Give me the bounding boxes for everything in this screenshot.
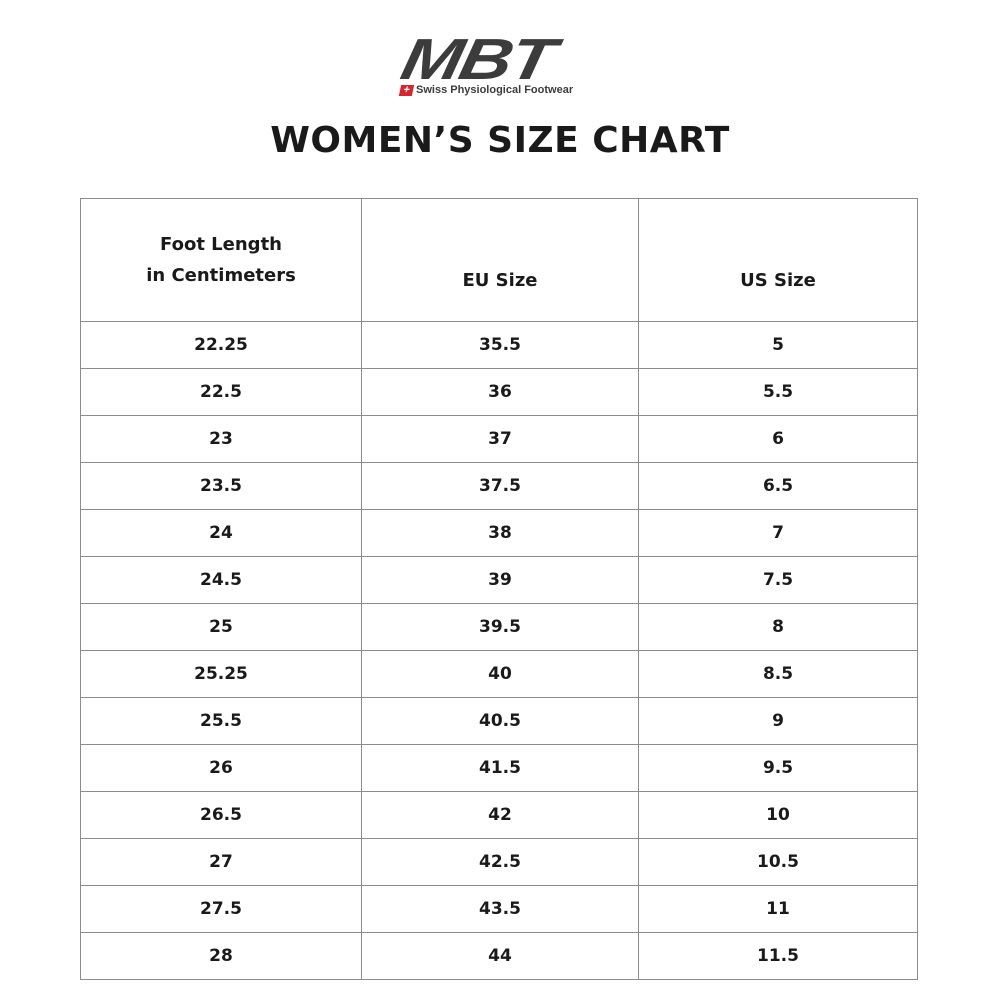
cell-eu-size: 35.5 <box>361 321 639 369</box>
page-title: WOMEN’S SIZE CHART <box>270 120 730 161</box>
cell-eu-size: 42 <box>361 791 639 839</box>
cell-foot-length: 25 <box>80 603 362 651</box>
cell-us-size: 7 <box>638 509 918 557</box>
table-row: 27.5 43.5 11 <box>80 885 918 933</box>
logo-wordmark: MBT <box>395 27 560 92</box>
cell-eu-size: 37.5 <box>361 462 639 510</box>
cell-us-size: 8.5 <box>638 650 918 698</box>
cell-foot-length: 23.5 <box>80 462 362 510</box>
cell-foot-length: 22.5 <box>80 368 362 416</box>
cell-eu-size: 36 <box>361 368 639 416</box>
cell-eu-size: 43.5 <box>361 885 639 933</box>
cell-foot-length: 25.25 <box>80 650 362 698</box>
cell-eu-size: 40 <box>361 650 639 698</box>
table-row: 26.5 42 10 <box>80 791 918 839</box>
table-row: 22.25 35.5 5 <box>80 321 918 369</box>
cell-foot-length: 24.5 <box>80 556 362 604</box>
cell-us-size: 7.5 <box>638 556 918 604</box>
cell-us-size: 6 <box>638 415 918 463</box>
cell-us-size: 11 <box>638 885 918 933</box>
table-row: 25.5 40.5 9 <box>80 697 918 745</box>
cell-eu-size: 39.5 <box>361 603 639 651</box>
header-eu-size: EU Size <box>361 198 639 322</box>
cell-eu-size: 37 <box>361 415 639 463</box>
size-table: Foot Length in Centimeters EU Size US Si… <box>80 198 918 980</box>
table-row: 24.5 39 7.5 <box>80 556 918 604</box>
header-row: Foot Length in Centimeters EU Size US Si… <box>80 198 918 322</box>
cell-eu-size: 42.5 <box>361 838 639 886</box>
header-foot-length: Foot Length in Centimeters <box>80 198 362 322</box>
cell-eu-size: 38 <box>361 509 639 557</box>
header-foot-length-line1: Foot Length <box>160 234 282 255</box>
cell-foot-length: 27.5 <box>80 885 362 933</box>
cell-foot-length: 23 <box>80 415 362 463</box>
cell-us-size: 9 <box>638 697 918 745</box>
table-row: 26 41.5 9.5 <box>80 744 918 792</box>
cell-us-size: 11.5 <box>638 932 918 980</box>
table-row: 22.5 36 5.5 <box>80 368 918 416</box>
cell-us-size: 10 <box>638 791 918 839</box>
cell-eu-size: 39 <box>361 556 639 604</box>
cell-us-size: 6.5 <box>638 462 918 510</box>
cell-us-size: 8 <box>638 603 918 651</box>
header-foot-length-line2: in Centimeters <box>146 265 296 286</box>
cell-eu-size: 41.5 <box>361 744 639 792</box>
table-row: 25 39.5 8 <box>80 603 918 651</box>
cell-eu-size: 40.5 <box>361 697 639 745</box>
cell-foot-length: 26.5 <box>80 791 362 839</box>
header-us-size: US Size <box>638 198 918 322</box>
tagline-text: Swiss Physiological Footwear <box>416 84 574 96</box>
cell-us-size: 9.5 <box>638 744 918 792</box>
cell-us-size: 5 <box>638 321 918 369</box>
logo-tagline: + Swiss Physiological Footwear <box>398 84 574 96</box>
cell-foot-length: 22.25 <box>80 321 362 369</box>
table-row: 25.25 40 8.5 <box>80 650 918 698</box>
cell-foot-length: 26 <box>80 744 362 792</box>
cell-foot-length: 28 <box>80 932 362 980</box>
cell-foot-length: 27 <box>80 838 362 886</box>
cell-eu-size: 44 <box>361 932 639 980</box>
cell-us-size: 5.5 <box>638 368 918 416</box>
cell-foot-length: 25.5 <box>80 697 362 745</box>
table-row: 23 37 6 <box>80 415 918 463</box>
table-row: 24 38 7 <box>80 509 918 557</box>
table-row: 28 44 11.5 <box>80 932 918 980</box>
table-row: 23.5 37.5 6.5 <box>80 462 918 510</box>
cell-us-size: 10.5 <box>638 838 918 886</box>
table-row: 27 42.5 10.5 <box>80 838 918 886</box>
cell-foot-length: 24 <box>80 509 362 557</box>
mbt-logo: MBT + Swiss Physiological Footwear <box>395 27 600 100</box>
swiss-flag-icon: + <box>398 84 415 96</box>
